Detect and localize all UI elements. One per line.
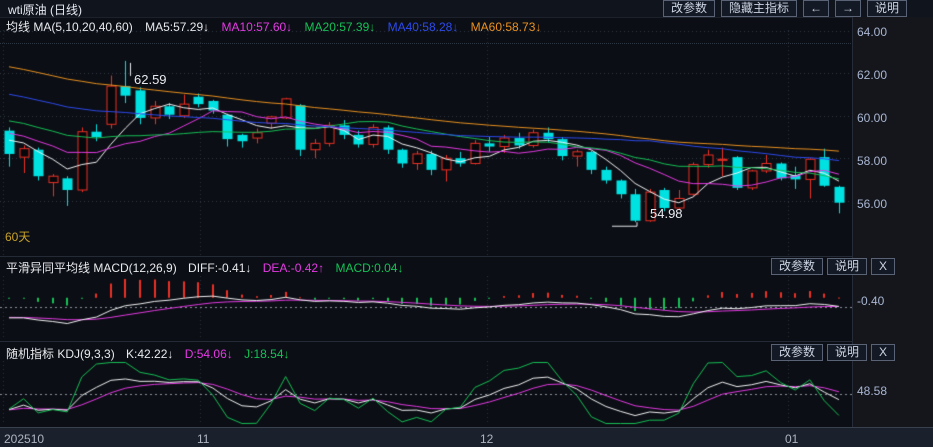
visible-period-label: 60天 (5, 230, 31, 244)
main-toolbar: 改参数 隐藏主指标 ← → 说明 (662, 0, 907, 17)
macd-title: 平滑异同平均线 MACD(12,26,9) (6, 261, 177, 275)
macd-value: MACD:0.04↓ (335, 261, 404, 275)
main-chart-canvas[interactable] (0, 30, 852, 256)
kdj-k-value: K:42.22↓ (126, 347, 174, 361)
time-tick-12: 12 (480, 432, 494, 446)
arrow-right-button[interactable]: → (834, 0, 861, 17)
price-tick-64: 64.00 (857, 25, 888, 39)
kdj-legend: 随机指标 KDJ(9,3,3) K:42.22↓ D:54.06↓ J:18.5… (6, 345, 298, 362)
kdj-chart-canvas[interactable] (0, 361, 852, 425)
price-tick-58: 58.00 (857, 154, 888, 168)
pane-divider (0, 256, 852, 257)
macd-dea-value: DEA:-0.42↑ (262, 261, 325, 275)
time-axis: 202510 11 12 01 (0, 427, 933, 447)
low-price-annotation: 54.98 (650, 206, 683, 221)
price-tick-56: 56.00 (857, 197, 888, 211)
pane-divider (0, 341, 852, 342)
high-price-annotation: 62.59 (134, 72, 167, 87)
change-params-button[interactable]: 改参数 (662, 0, 715, 17)
symbol-title: wti原油 (日线) (8, 3, 82, 17)
price-tick-62: 62.00 (857, 68, 888, 82)
kdj-axis-label: 48.58 (857, 384, 888, 398)
price-tick-60: 60.00 (857, 111, 888, 125)
macd-close-button[interactable]: X (870, 258, 895, 275)
time-tick-01: 01 (785, 432, 799, 446)
kdj-title: 随机指标 KDJ(9,3,3) (6, 347, 115, 361)
kdj-help-button[interactable]: 说明 (826, 344, 867, 361)
macd-help-button[interactable]: 说明 (826, 258, 867, 275)
kdj-change-params-button[interactable]: 改参数 (770, 344, 823, 361)
macd-chart-canvas[interactable] (0, 276, 852, 338)
kdj-close-button[interactable]: X (870, 344, 895, 361)
kdj-d-value: D:54.06↓ (184, 347, 233, 361)
title-bar: wti原油 (日线) 改参数 隐藏主指标 ← → 说明 (0, 0, 933, 18)
macd-diff-value: DIFF:-0.41↓ (188, 261, 252, 275)
kdj-toolbar: 改参数 说明 X (770, 344, 895, 361)
macd-change-params-button[interactable]: 改参数 (770, 258, 823, 275)
macd-legend: 平滑异同平均线 MACD(12,26,9) DIFF:-0.41↓ DEA:-0… (6, 259, 411, 276)
time-tick-202510: 202510 (4, 432, 45, 446)
macd-axis-label: -0.40 (857, 294, 885, 308)
hide-main-indicator-button[interactable]: 隐藏主指标 (720, 0, 797, 17)
help-button[interactable]: 说明 (866, 0, 907, 17)
time-tick-11: 11 (197, 432, 210, 446)
arrow-left-button[interactable]: ← (802, 0, 829, 17)
macd-toolbar: 改参数 说明 X (770, 258, 895, 275)
kdj-j-value: J:18.54↓ (244, 347, 290, 361)
